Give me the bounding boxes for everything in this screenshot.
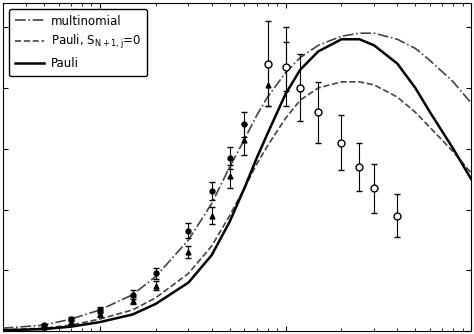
Legend: multinomial, Pauli, S$_{\mathregular{N+1,j}}$=0, Pauli: multinomial, Pauli, S$_{\mathregular{N+1… [9,9,147,76]
